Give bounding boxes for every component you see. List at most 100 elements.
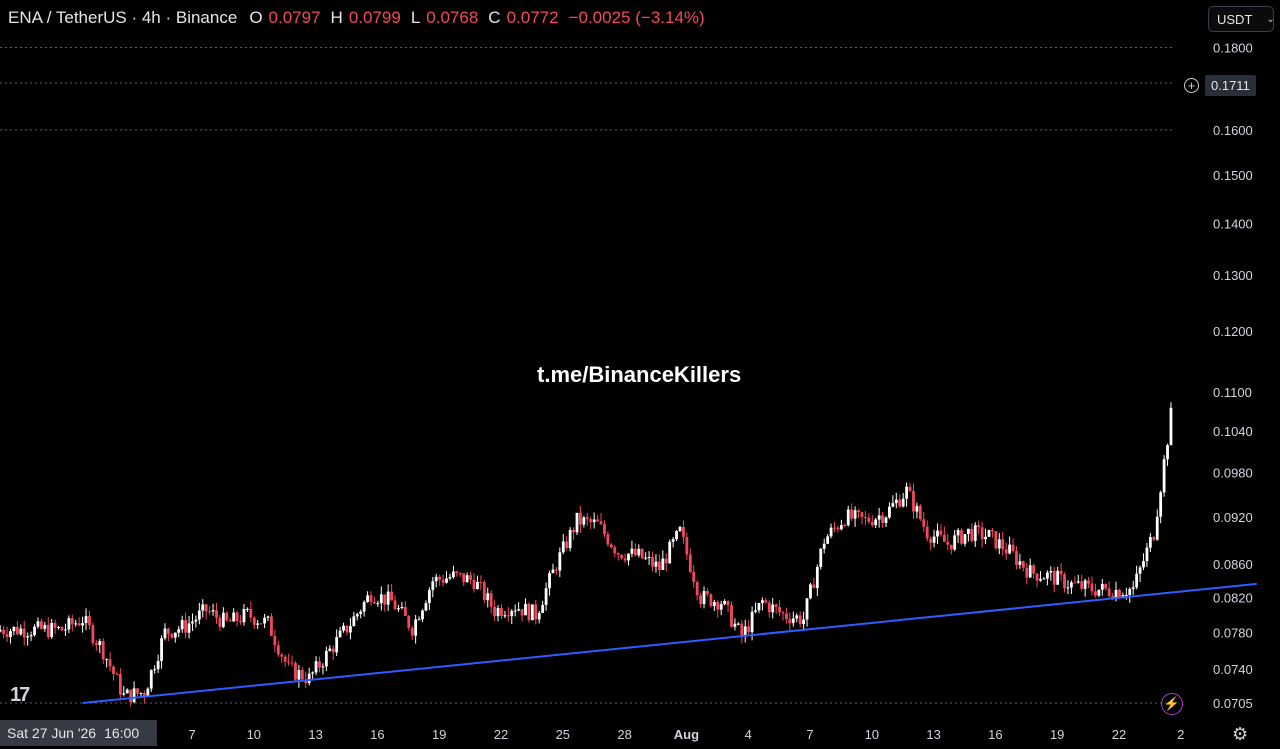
candle-body — [163, 628, 167, 639]
candle-body — [445, 578, 448, 583]
candle-body — [719, 604, 723, 610]
candle-body — [352, 616, 356, 627]
candle-body — [675, 530, 678, 540]
candle-body — [1049, 570, 1053, 573]
time-tick-label: 10 — [865, 727, 879, 742]
candle-body — [517, 609, 521, 611]
candle-body — [884, 517, 888, 524]
candle-body — [692, 571, 696, 583]
price-tick-label: 0.1600 — [1213, 123, 1253, 138]
candle-body — [1121, 595, 1125, 597]
candle-body — [153, 669, 157, 671]
currency-selector[interactable]: USDT ⌄ — [1208, 6, 1275, 32]
candle-body — [747, 626, 751, 633]
candle-body — [311, 672, 315, 674]
candle-body — [977, 525, 981, 528]
candle-body — [143, 693, 146, 697]
candle-body — [506, 615, 510, 617]
candle-body — [342, 625, 345, 631]
candle-body — [912, 491, 915, 512]
candle-body — [53, 622, 57, 628]
candle-body — [603, 524, 606, 535]
candle-body — [932, 536, 936, 543]
candle-body — [242, 608, 246, 623]
time-tick-label: 22 — [494, 727, 508, 742]
candle-body — [335, 637, 339, 653]
candle-body — [991, 530, 994, 532]
candle-body — [812, 584, 816, 589]
candle-body — [469, 575, 472, 580]
candle-body — [465, 575, 469, 583]
candle-body — [833, 527, 836, 529]
candlestick-series — [0, 402, 1173, 707]
candle-body — [685, 537, 689, 555]
candle-body — [70, 618, 74, 625]
candle-body — [530, 604, 534, 621]
candle-body — [1083, 580, 1087, 589]
price-tick-label: 0.1800 — [1213, 41, 1253, 56]
lightning-icon[interactable]: ⚡ — [1161, 693, 1183, 715]
candle-body — [77, 623, 81, 626]
gear-icon[interactable]: ⚙ — [1232, 724, 1249, 744]
candle-body — [184, 620, 187, 633]
time-tick-label: 2 — [1177, 727, 1184, 742]
candle-body — [170, 633, 174, 638]
price-axis[interactable]: 0.1800 0.1600 0.1500 0.1400 0.1300 0.1200 0.11… — [1213, 41, 1253, 711]
candle-body — [785, 613, 788, 619]
candle-body — [733, 623, 737, 627]
candle-body — [431, 581, 435, 590]
candle-body — [582, 517, 586, 525]
candle-body — [417, 619, 421, 621]
candle-body — [1070, 582, 1073, 588]
candle-body — [462, 573, 466, 583]
crosshair-time: 16:00 — [104, 725, 140, 741]
candle-body — [9, 631, 12, 638]
trendline[interactable] — [82, 582, 1257, 705]
chevron-down-icon: ⌄ — [1266, 13, 1275, 25]
candle-body — [218, 617, 222, 627]
candle-body — [410, 627, 414, 636]
candle-body — [609, 544, 613, 548]
time-tick-label: 19 — [1050, 727, 1064, 742]
candle-body — [57, 626, 60, 628]
candle-body — [736, 623, 740, 625]
time-axis[interactable]: 7 10 13 16 19 22 25 28 Aug 4 7 10 13 16 19 22 2 — [188, 727, 1184, 742]
tradingview-logo[interactable]: 17 — [10, 684, 30, 706]
currency-label: USDT — [1217, 11, 1253, 27]
low-label: L — [410, 8, 421, 27]
candle-body — [228, 620, 232, 622]
candle-body — [1111, 595, 1114, 600]
candle-body — [1028, 565, 1032, 578]
candle-body — [300, 669, 304, 680]
candle-body — [1135, 573, 1139, 588]
candle-body — [688, 554, 692, 572]
candle-body — [544, 588, 548, 605]
candle-body — [321, 666, 325, 668]
candle-body — [359, 611, 363, 614]
candle-body — [524, 603, 527, 616]
add-plus-icon[interactable]: + — [1184, 77, 1199, 93]
candle-body — [922, 519, 926, 527]
candle-body — [115, 673, 119, 675]
price-tick-label: 0.1200 — [1213, 324, 1253, 339]
candle-body — [246, 608, 249, 610]
candle-body — [273, 635, 277, 646]
candle-body — [318, 661, 321, 668]
candle-body — [472, 579, 476, 590]
candle-body — [757, 603, 761, 611]
candle-body — [572, 529, 575, 533]
candle-body — [1148, 537, 1152, 548]
candle-body — [963, 534, 967, 544]
price-tick-label: 0.1400 — [1213, 216, 1253, 231]
candle-body — [984, 536, 987, 540]
candle-body — [661, 558, 665, 570]
price-tick-label: 0.1040 — [1213, 424, 1253, 439]
candle-body — [826, 536, 830, 544]
candle-body — [424, 603, 428, 611]
candle-body — [764, 600, 768, 603]
candle-body — [294, 662, 297, 680]
symbol-title[interactable]: ENA / TetherUS · 4h · Binance — [8, 8, 238, 27]
candle-body — [232, 612, 236, 622]
candle-body — [390, 591, 393, 601]
